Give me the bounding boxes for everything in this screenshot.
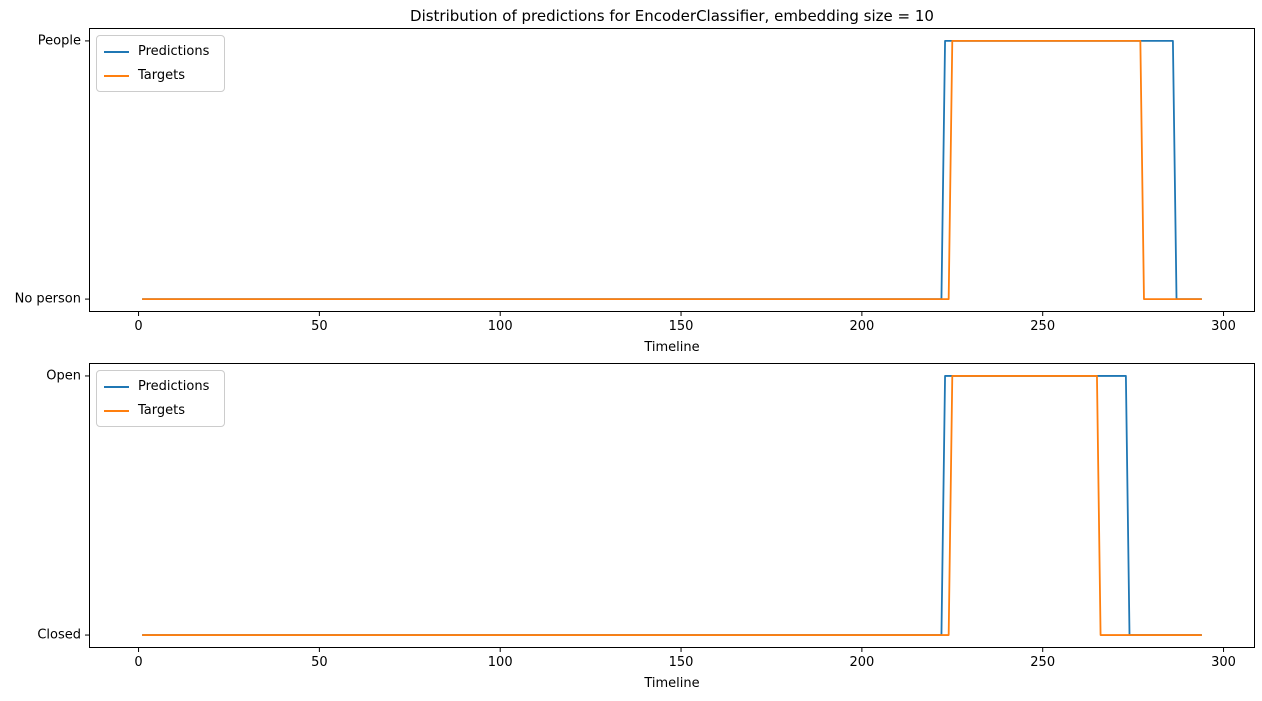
x-axis-label-bottom: Timeline <box>644 676 700 691</box>
legend-label-targets: Targets <box>138 403 185 418</box>
x-tick-label: 150 <box>669 655 694 670</box>
x-tick-label: 150 <box>669 319 694 334</box>
x-tick-label: 300 <box>1211 655 1236 670</box>
legend-item-targets: Targets <box>104 400 216 421</box>
targets-line-icon <box>104 74 129 77</box>
legend-label-predictions: Predictions <box>138 379 210 394</box>
plot-frame <box>89 28 1255 312</box>
y-tick-label: Closed <box>37 628 81 643</box>
legend-bottom: Predictions Targets <box>96 370 225 427</box>
legend-top: Predictions Targets <box>96 35 225 92</box>
series-line-targets <box>142 375 1202 636</box>
series-line-predictions <box>142 375 1202 636</box>
x-tick-label: 0 <box>134 655 142 670</box>
chart-title: Distribution of predictions for EncoderC… <box>410 7 934 25</box>
y-tick-label: Open <box>46 368 81 383</box>
series-line-targets <box>142 40 1202 300</box>
plot-frame <box>89 363 1255 648</box>
legend-item-targets: Targets <box>104 65 216 86</box>
legend-item-predictions: Predictions <box>104 41 216 62</box>
predictions-line-icon <box>104 50 129 53</box>
x-tick-label: 200 <box>849 655 874 670</box>
series-line-predictions <box>142 40 1202 300</box>
plot-area-top: 0 50 100 150 200 250 300 No person People <box>15 28 1255 334</box>
legend-label-predictions: Predictions <box>138 44 210 59</box>
x-tick-label: 250 <box>1030 319 1055 334</box>
x-tick-label: 0 <box>134 319 142 334</box>
x-tick-label: 300 <box>1211 319 1236 334</box>
x-tick-label: 200 <box>849 319 874 334</box>
legend-item-predictions: Predictions <box>104 376 216 397</box>
x-axis-label-top: Timeline <box>644 340 700 355</box>
targets-line-icon <box>104 409 129 412</box>
x-tick-label: 250 <box>1030 655 1055 670</box>
y-tick-label: People <box>38 33 81 48</box>
predictions-line-icon <box>104 385 129 388</box>
legend-label-targets: Targets <box>138 68 185 83</box>
y-tick-label: No person <box>15 292 81 307</box>
x-tick-label: 50 <box>311 319 328 334</box>
x-tick-label: 50 <box>311 655 328 670</box>
x-tick-label: 100 <box>488 319 513 334</box>
plot-area-bottom: 0 50 100 150 200 250 300 Closed Open <box>37 363 1255 670</box>
x-tick-label: 100 <box>488 655 513 670</box>
